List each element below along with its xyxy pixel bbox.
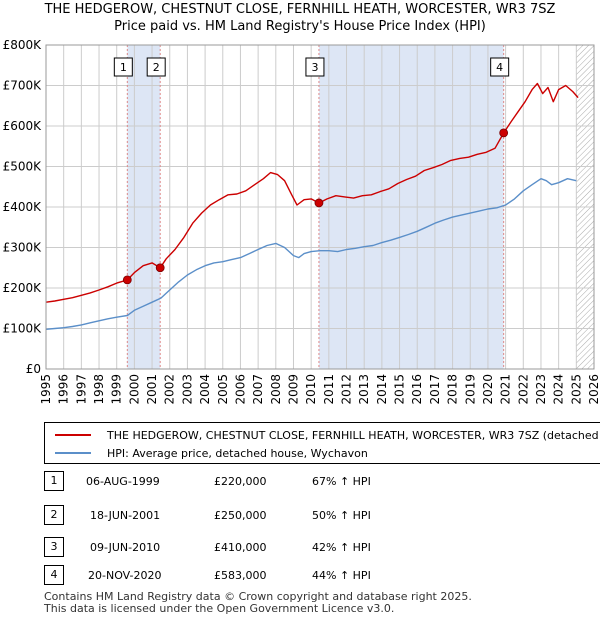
transaction-badge: 4 [44,565,64,585]
x-tick-label: 2026 [587,374,600,405]
transaction-price: £250,000 [214,509,267,522]
x-tick-label: 1999 [110,374,124,405]
y-tick-label: £200K [3,281,43,295]
transaction-label-box [305,57,325,77]
y-tick-label: £800K [3,38,43,52]
transaction-label: 1 [120,61,127,74]
x-tick-label: 2009 [286,374,300,405]
chart-title-line1: THE HEDGEROW, CHESTNUT CLOSE, FERNHILL H… [44,2,556,17]
transaction-date: 18-JUN-2001 [90,509,161,522]
price-chart: 1 2 3 4 £0 £100K £200K £300K £400K £500K £600K £70… [3,38,600,405]
x-tick-label: 2003 [180,374,194,405]
transaction-hpi: 67% ↑ HPI [312,475,371,488]
y-tick-label: £0 [26,362,41,376]
x-tick-label: 2017 [428,374,442,405]
transaction-row: 4 20-NOV-2020 £583,000 44% ↑ HPI [44,565,600,587]
transaction-hpi: 50% ↑ HPI [312,509,371,522]
legend-item-property: THE HEDGEROW, CHESTNUT CLOSE, FERNHILL H… [55,426,600,444]
transaction-date: 09-JUN-2010 [90,541,161,554]
x-tick-label: 2013 [357,374,371,405]
y-tick-label: £600K [3,119,43,133]
chart-title-line2: Price paid vs. HM Land Registry's House … [114,19,486,34]
x-tick-label: 2020 [481,374,495,405]
legend-swatch-hpi [55,452,91,454]
x-tick-label: 1995 [39,374,53,405]
x-tick-label: 2002 [163,374,177,405]
x-tick-label: 2012 [340,374,354,405]
footer-copyright: Contains HM Land Registry data © Crown c… [44,590,472,603]
x-tick-label: 2019 [463,374,477,405]
x-tick-label: 2005 [216,374,230,405]
x-tick-label: 2010 [304,374,318,405]
y-tick-label: £500K [3,160,43,174]
x-tick-label: 2022 [516,374,530,405]
legend-item-hpi: HPI: Average price, detached house, Wych… [55,444,368,462]
transaction-badge: 1 [44,471,64,491]
x-tick-label: 2006 [233,374,247,405]
x-tick-label: 2000 [127,374,141,405]
chart-legend: THE HEDGEROW, CHESTNUT CLOSE, FERNHILL H… [44,422,600,464]
x-tick-label: 2014 [375,374,389,405]
x-tick-label: 2015 [393,374,407,405]
series-line-hpi [45,177,577,330]
x-tick-label: 2001 [145,374,159,405]
transaction-badge: 2 [44,505,64,525]
x-tick-label: 2024 [552,374,566,405]
transaction-row: 3 09-JUN-2010 £410,000 42% ↑ HPI [44,537,600,559]
x-tick-label: 2021 [499,374,513,405]
y-tick-label: £700K [3,79,43,93]
transaction-point [155,263,165,273]
x-tick-label: 2007 [251,374,265,405]
transaction-hpi: 42% ↑ HPI [312,541,371,554]
transaction-date: 06-AUG-1999 [86,475,160,488]
y-tick-label: £400K [3,200,43,214]
y-tick-label: £300K [3,241,43,255]
x-tick-label: 2018 [446,374,460,405]
transaction-date: 20-NOV-2020 [88,569,162,582]
footer-licence: This data is licensed under the Open Gov… [44,602,395,615]
x-tick-label: 2016 [410,374,424,405]
transaction-point [122,275,132,285]
legend-swatch-property [55,434,91,436]
x-tick-label: 2023 [534,374,548,405]
x-tick-label: 2025 [569,374,583,405]
transaction-label-box [490,57,510,77]
transaction-point [314,198,324,208]
transaction-label-box [113,57,133,77]
x-tick-label: 1998 [92,374,106,405]
transaction-price: £220,000 [214,475,267,488]
legend-label-hpi: HPI: Average price, detached house, Wych… [107,446,368,460]
transaction-row: 1 06-AUG-1999 £220,000 67% ↑ HPI [44,471,600,493]
x-tick-label: 2008 [269,374,283,405]
x-tick-label: 1997 [74,374,88,405]
transaction-badge: 3 [44,537,64,557]
transaction-hpi: 44% ↑ HPI [312,569,371,582]
x-tick-label: 2011 [322,374,336,405]
x-tick-label: 1996 [57,374,71,405]
transaction-label: 2 [153,61,160,74]
transaction-price: £410,000 [214,541,267,554]
transaction-price: £583,000 [214,569,267,582]
transaction-label: 4 [496,61,503,74]
transaction-label: 3 [311,61,318,74]
transaction-label-box [146,57,166,77]
transaction-point [499,128,509,138]
y-tick-label: £100K [3,322,43,336]
plot-area-border [45,44,595,370]
transaction-row: 2 18-JUN-2001 £250,000 50% ↑ HPI [44,505,600,527]
legend-label-property: THE HEDGEROW, CHESTNUT CLOSE, FERNHILL H… [107,428,600,442]
x-tick-label: 2004 [198,374,212,405]
